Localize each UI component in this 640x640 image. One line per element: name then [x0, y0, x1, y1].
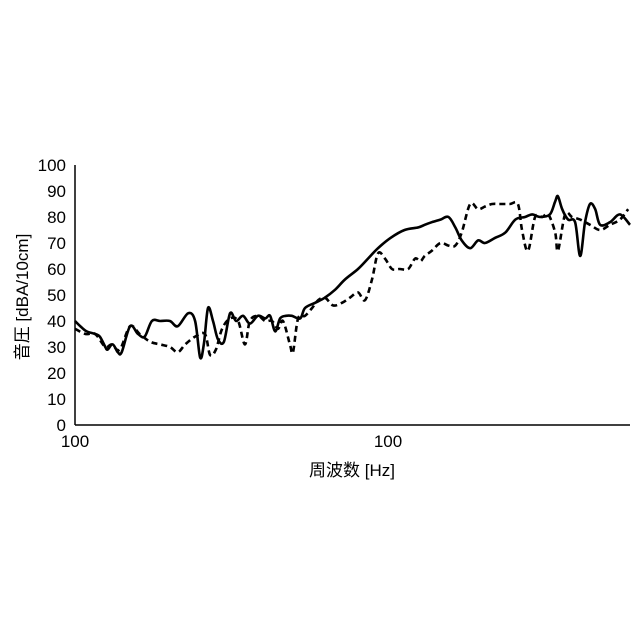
y-axis-title: 音圧 [dBA/10cm]	[13, 234, 32, 361]
y-tick-label: 60	[47, 260, 66, 279]
y-tick-label: 10	[47, 390, 66, 409]
x-tick-label: 100	[61, 432, 89, 451]
series-layer	[75, 196, 630, 358]
y-tick-label: 70	[47, 234, 66, 253]
y-tick-label: 30	[47, 338, 66, 357]
x-tick-label: 100	[374, 432, 402, 451]
y-tick-label: 50	[47, 286, 66, 305]
x-axis-title: 周波数 [Hz]	[309, 461, 395, 480]
y-tick-label: 90	[47, 182, 66, 201]
y-tick-label: 20	[47, 364, 66, 383]
y-tick-label: 80	[47, 208, 66, 227]
y-tick-label: 40	[47, 312, 66, 331]
series-2-line	[75, 202, 628, 356]
tick-labels: 0102030405060708090100100100	[38, 156, 403, 451]
y-tick-label: 100	[38, 156, 66, 175]
series-1-line	[75, 196, 630, 358]
